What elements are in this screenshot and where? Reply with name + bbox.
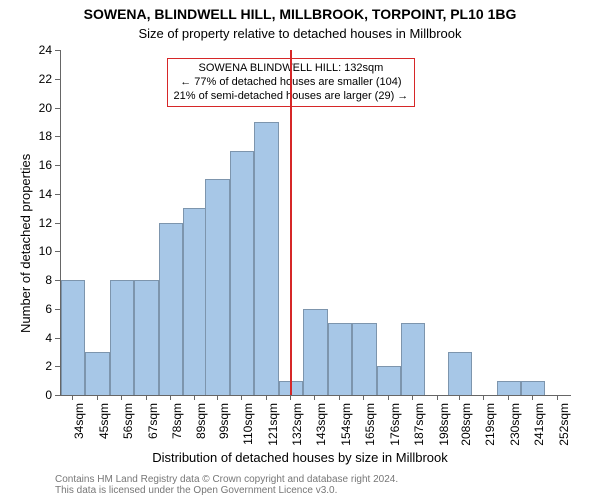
y-tick-label: 20 [30, 101, 52, 115]
x-tick-label: 165sqm [363, 403, 377, 453]
y-tick [55, 395, 60, 396]
x-tick-label: 121sqm [266, 403, 280, 453]
histogram-bar [134, 280, 158, 395]
histogram-bar [183, 208, 207, 395]
x-tick [314, 395, 315, 400]
y-tick-label: 24 [30, 43, 52, 57]
x-tick [508, 395, 509, 400]
x-tick [146, 395, 147, 400]
x-tick [121, 395, 122, 400]
x-tick [363, 395, 364, 400]
y-tick-label: 16 [30, 158, 52, 172]
x-tick-label: 230sqm [508, 403, 522, 453]
x-tick [532, 395, 533, 400]
y-tick [55, 338, 60, 339]
histogram-bar [85, 352, 109, 395]
x-tick [339, 395, 340, 400]
y-tick [55, 108, 60, 109]
y-tick-label: 14 [30, 187, 52, 201]
x-tick-label: 78sqm [170, 403, 184, 453]
histogram-bar [110, 280, 134, 395]
y-tick [55, 223, 60, 224]
x-tick-label: 252sqm [557, 403, 571, 453]
histogram-bar [448, 352, 472, 395]
y-tick-label: 6 [30, 302, 52, 316]
x-tick-label: 45sqm [97, 403, 111, 453]
y-tick [55, 136, 60, 137]
y-tick [55, 251, 60, 252]
y-tick-label: 18 [30, 129, 52, 143]
y-tick-label: 0 [30, 388, 52, 402]
y-tick-label: 10 [30, 244, 52, 258]
histogram-bar [521, 381, 545, 395]
x-tick-label: 143sqm [314, 403, 328, 453]
x-tick [459, 395, 460, 400]
x-tick-label: 208sqm [459, 403, 473, 453]
x-tick [170, 395, 171, 400]
x-tick [194, 395, 195, 400]
chart-container: SOWENA, BLINDWELL HILL, MILLBROOK, TORPO… [0, 0, 600, 500]
x-tick-label: 132sqm [290, 403, 304, 453]
histogram-bar [401, 323, 425, 395]
x-tick [388, 395, 389, 400]
x-tick-label: 56sqm [121, 403, 135, 453]
x-tick-label: 219sqm [483, 403, 497, 453]
y-tick [55, 79, 60, 80]
x-tick [437, 395, 438, 400]
y-tick [55, 366, 60, 367]
chart-title: SOWENA, BLINDWELL HILL, MILLBROOK, TORPO… [0, 6, 600, 22]
y-tick-label: 22 [30, 72, 52, 86]
histogram-bar [159, 223, 183, 396]
y-tick-label: 8 [30, 273, 52, 287]
chart-subtitle: Size of property relative to detached ho… [0, 26, 600, 41]
x-tick [412, 395, 413, 400]
x-tick-label: 187sqm [412, 403, 426, 453]
x-tick-label: 67sqm [146, 403, 160, 453]
x-tick [72, 395, 73, 400]
x-tick [241, 395, 242, 400]
histogram-bar [328, 323, 352, 395]
x-tick-label: 241sqm [532, 403, 546, 453]
histogram-bar [497, 381, 521, 395]
x-tick [97, 395, 98, 400]
x-tick-label: 154sqm [339, 403, 353, 453]
y-tick [55, 194, 60, 195]
histogram-bar [303, 309, 327, 395]
histogram-bar [230, 151, 254, 395]
y-tick [55, 50, 60, 51]
y-tick [55, 280, 60, 281]
x-tick [266, 395, 267, 400]
x-tick-label: 89sqm [194, 403, 208, 453]
y-tick-label: 12 [30, 216, 52, 230]
x-tick [290, 395, 291, 400]
y-tick-label: 4 [30, 331, 52, 345]
plot-area: SOWENA BLINDWELL HILL: 132sqm← 77% of de… [60, 50, 571, 396]
reference-line [290, 50, 292, 395]
histogram-bar [254, 122, 278, 395]
y-tick [55, 165, 60, 166]
x-tick [557, 395, 558, 400]
y-tick [55, 309, 60, 310]
histogram-bar [205, 179, 229, 395]
y-tick-label: 2 [30, 359, 52, 373]
footer-note: Contains HM Land Registry data © Crown c… [55, 474, 398, 496]
x-tick-label: 198sqm [437, 403, 451, 453]
x-tick [217, 395, 218, 400]
x-tick-label: 176sqm [388, 403, 402, 453]
x-tick-label: 34sqm [72, 403, 86, 453]
x-tick [483, 395, 484, 400]
histogram-bar [377, 366, 401, 395]
x-tick-label: 110sqm [241, 403, 255, 453]
histogram-bar [352, 323, 376, 395]
histogram-bar [61, 280, 85, 395]
x-tick-label: 99sqm [217, 403, 231, 453]
